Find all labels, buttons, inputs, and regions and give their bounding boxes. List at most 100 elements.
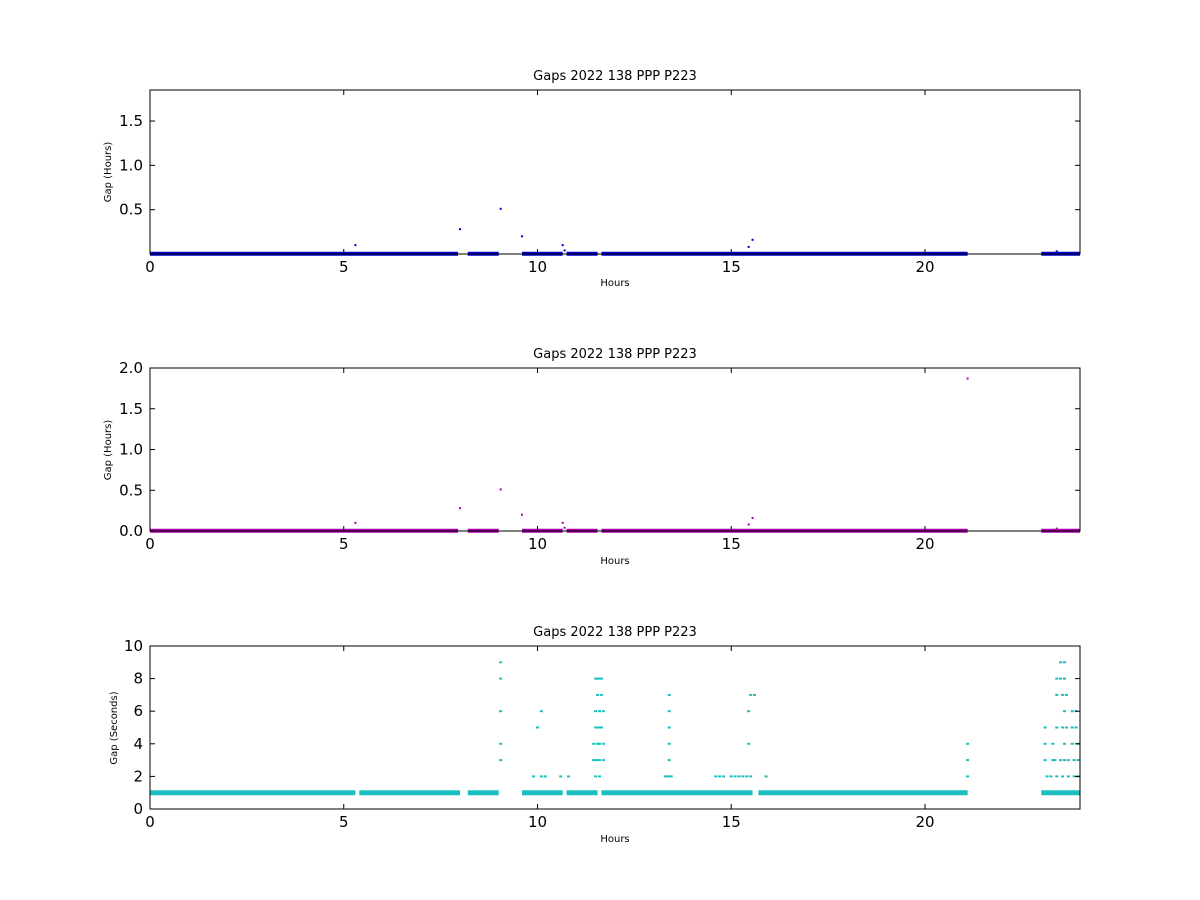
data-point	[521, 513, 523, 516]
data-point	[539, 710, 543, 713]
data-point	[561, 244, 564, 247]
data-point	[594, 677, 598, 680]
data-point	[459, 228, 461, 231]
data-point	[966, 742, 970, 745]
data-point	[663, 775, 667, 778]
data-point	[598, 710, 601, 713]
data-point	[667, 710, 671, 713]
data-point	[1063, 742, 1066, 745]
x-tick-label: 0	[145, 535, 155, 553]
data-point	[594, 775, 598, 778]
data-point	[1051, 759, 1055, 762]
data-point	[601, 710, 605, 713]
panel-3-ylabel: Gap (Seconds)	[109, 691, 120, 764]
y-tick-label: 0	[133, 800, 143, 818]
x-tick-label: 20	[915, 813, 934, 831]
data-point	[1051, 742, 1055, 745]
data-point	[751, 238, 754, 241]
data-point	[667, 693, 671, 696]
data-point	[561, 521, 564, 524]
data-point	[1066, 759, 1070, 762]
data-point	[1045, 775, 1049, 778]
y-tick-label: 2.0	[119, 359, 143, 377]
data-point	[499, 677, 503, 680]
data-point	[596, 677, 600, 680]
data-point	[665, 775, 669, 778]
data-point	[559, 775, 563, 778]
panel-2: Gaps 2022 138 PPP P223 Hours Gap (Hours)…	[103, 347, 1081, 567]
data-point	[733, 775, 737, 778]
data-point	[499, 759, 503, 762]
data-point	[747, 710, 751, 713]
data-point	[598, 726, 601, 729]
data-point	[966, 775, 970, 778]
data-point	[667, 742, 671, 745]
data-point	[594, 726, 598, 729]
x-tick-label: 15	[722, 258, 741, 276]
y-tick-label: 8	[133, 670, 143, 688]
y-tick-label: 1.0	[119, 441, 143, 459]
data-point	[521, 235, 523, 238]
data-point	[596, 693, 600, 696]
panel-1-xlabel: Hours	[600, 278, 629, 289]
data-point	[1055, 726, 1059, 729]
data-point	[599, 726, 603, 729]
data-point	[1070, 726, 1074, 729]
data-point	[1061, 726, 1065, 729]
data-point	[598, 677, 601, 680]
y-tick-label: 10	[124, 637, 143, 655]
x-tick-label: 0	[145, 258, 155, 276]
y-tick-label: 1.0	[119, 156, 143, 174]
data-point	[745, 775, 749, 778]
data-point	[601, 742, 605, 745]
plot-frame	[149, 367, 1081, 532]
data-point	[543, 775, 547, 778]
x-tick-label: 20	[915, 535, 934, 553]
panel-2-ylabel: Gap (Hours)	[103, 420, 114, 481]
data-point	[722, 775, 725, 778]
y-tick-label: 1.5	[119, 400, 143, 418]
data-point	[667, 775, 671, 778]
data-point	[1059, 677, 1063, 680]
x-tick-label: 10	[528, 535, 547, 553]
data-point	[598, 742, 601, 745]
data-point	[563, 249, 566, 252]
data-point	[499, 661, 503, 664]
data-point	[1063, 677, 1066, 680]
data-point	[729, 775, 733, 778]
data-point	[596, 742, 600, 745]
data-point	[1055, 693, 1059, 696]
panel-2-title: Gaps 2022 138 PPP P223	[533, 347, 697, 362]
data-point	[1055, 677, 1059, 680]
data-point	[747, 245, 750, 248]
data-point	[667, 759, 671, 762]
data-point	[1063, 710, 1066, 713]
x-tick-label: 10	[528, 813, 547, 831]
data-point	[354, 521, 357, 524]
data-point	[598, 775, 601, 778]
y-tick-label: 1.5	[119, 112, 143, 130]
panel-3-xlabel: Hours	[600, 834, 629, 845]
data-point	[737, 775, 741, 778]
data-point	[749, 693, 753, 696]
data-point	[459, 507, 461, 510]
data-point	[741, 775, 745, 778]
data-point	[1043, 742, 1047, 745]
data-point	[594, 710, 598, 713]
data-point	[1063, 759, 1066, 762]
data-point	[1055, 527, 1058, 530]
data-point	[1043, 759, 1047, 762]
data-point	[539, 775, 543, 778]
data-point	[753, 693, 756, 696]
x-tick-label: 5	[339, 258, 349, 276]
y-tick-label: 6	[133, 702, 143, 720]
y-tick-label: 2	[133, 767, 143, 785]
data-point	[747, 742, 751, 745]
data-point	[1059, 661, 1063, 664]
data-point	[1072, 759, 1076, 762]
data-point	[764, 775, 768, 778]
x-tick-label: 15	[722, 813, 741, 831]
data-point	[594, 759, 598, 762]
data-point	[747, 523, 750, 526]
